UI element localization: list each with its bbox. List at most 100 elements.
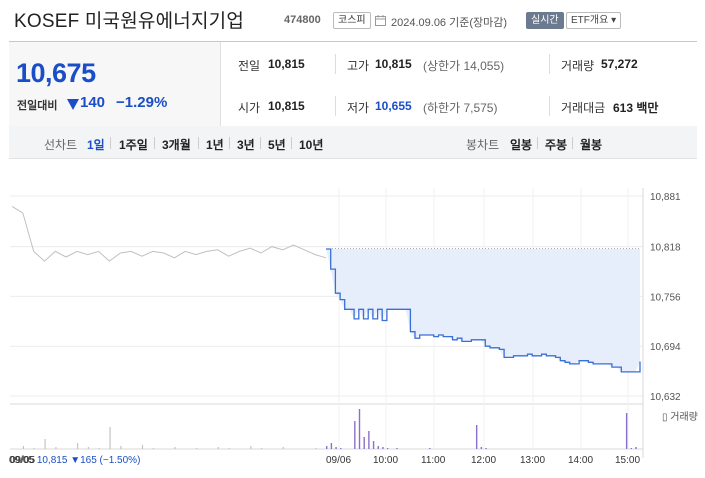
x-tick-label: 09/06 — [326, 455, 351, 466]
volume-bar — [377, 446, 379, 449]
tab-3year[interactable]: 3년 — [237, 138, 255, 152]
volume-bar — [382, 447, 384, 449]
header: KOSEF 미국원유에너지기업 474800 코스피 2024.09.06 기준… — [0, 0, 705, 36]
divider — [549, 96, 550, 116]
x-tick-label: 11:00 — [421, 455, 446, 466]
current-price-box: 10,675 전일대비 140 −1.29% — [9, 42, 221, 126]
y-tick-label: 10,881 — [650, 192, 681, 203]
prev-close-value: 10,815 — [268, 57, 305, 71]
divider — [572, 137, 573, 149]
volume-bar — [625, 413, 628, 449]
tab-5year[interactable]: 5년 — [268, 138, 286, 152]
tab-daily-candle[interactable]: 일봉 — [510, 138, 533, 152]
y-tick-label: 10,694 — [650, 342, 681, 353]
change-value: 140 — [80, 94, 106, 111]
volume-bar — [635, 447, 637, 449]
divider — [537, 137, 538, 149]
volume-bar — [315, 448, 317, 449]
price-summary: 10,675 전일대비 140 −1.29% 전일 10,815 고가 10,8… — [9, 41, 697, 127]
volume-bar — [33, 448, 35, 449]
etf-overview-dropdown[interactable]: ETF개요 ▾ — [566, 12, 622, 29]
x-tick-label: 12:00 — [471, 455, 496, 466]
line-chart-title: 선차트 — [44, 138, 78, 152]
prev-day-date: 09/05 — [9, 455, 35, 466]
volume-bar — [368, 431, 370, 449]
volume-bar — [22, 446, 25, 449]
prev-day-line — [11, 205, 327, 262]
intraday-chart[interactable]: 10,881 10,818 10,756 10,694 10,632 09/05 09/06… — [0, 170, 705, 478]
realtime-button[interactable]: 실시간 — [526, 12, 564, 29]
volume-bar — [372, 441, 375, 449]
divider — [198, 137, 199, 149]
low-value: 10,655 — [375, 99, 412, 113]
volume-bar — [196, 448, 198, 449]
volume-bar — [363, 437, 365, 449]
y-tick-label: 10,756 — [650, 292, 681, 303]
divider — [110, 137, 111, 149]
amount-label: 거래대금 — [561, 101, 606, 115]
volume-bar — [396, 448, 398, 449]
volume-bar — [429, 448, 431, 449]
page-title: KOSEF 미국원유에너지기업 — [14, 11, 245, 32]
volume-label: 거래량 — [561, 59, 595, 73]
volume-bar — [87, 447, 89, 449]
volume-bar — [335, 447, 337, 449]
volume-bar — [44, 439, 46, 449]
prev-day-change: ▼165 (−1.50%) — [70, 455, 141, 466]
volume-bar — [326, 446, 328, 449]
upper-limit: (상한가 14,055) — [423, 59, 505, 73]
tab-1year[interactable]: 1년 — [206, 138, 224, 152]
tab-weekly-candle[interactable]: 주봉 — [545, 138, 568, 152]
open-value: 10,815 — [268, 99, 305, 113]
today-area-fill — [326, 249, 640, 372]
divider — [335, 54, 336, 74]
volume-bar — [109, 427, 111, 449]
high-label: 고가 — [347, 59, 370, 73]
tab-1day[interactable]: 1일 — [87, 138, 105, 152]
x-tick-label: 10:00 — [373, 455, 398, 466]
tab-1week[interactable]: 1주일 — [119, 138, 148, 152]
volume-bar — [386, 448, 389, 449]
period-tabs: 선차트 1일 1주일 3개월 1년 3년 5년 10년 봉차트 일봉 주봉 월봉 — [9, 126, 697, 159]
x-tick-label: 15:00 — [615, 455, 640, 466]
change-label: 전일대비 — [17, 100, 58, 112]
volume-bar — [120, 446, 122, 449]
as-of-date: 2024.09.06 기준(장마감) — [391, 17, 508, 29]
divider — [154, 137, 155, 149]
tab-3month[interactable]: 3개월 — [162, 138, 191, 152]
divider — [229, 137, 230, 149]
x-tick-label: 14:00 — [568, 455, 593, 466]
y-tick-label: 10,818 — [650, 243, 681, 254]
prev-day-summary: 09/05 10,815 ▼165 (−1.50%) — [9, 455, 140, 466]
volume-bar — [261, 448, 263, 449]
change-percent: −1.29% — [116, 94, 168, 111]
prev-day-price: 10,815 — [36, 455, 68, 466]
down-arrow-icon — [67, 99, 79, 110]
x-tick-label: 09/05 — [10, 455, 35, 466]
calendar-icon — [375, 15, 386, 26]
divider — [291, 137, 292, 149]
candle-chart-title: 봉차트 — [466, 138, 500, 152]
volume-bar — [217, 447, 219, 449]
volume-bar — [98, 448, 100, 449]
volume-bar — [485, 448, 487, 449]
volume-bar — [55, 447, 57, 449]
high-value: 10,815 — [375, 57, 412, 71]
tab-10year[interactable]: 10년 — [299, 138, 324, 152]
volume-bar — [358, 409, 361, 449]
volume-bar — [282, 447, 284, 449]
current-price: 10,675 — [16, 58, 96, 88]
volume-bar — [250, 446, 252, 449]
divider — [549, 54, 550, 74]
volume-bar — [228, 448, 230, 449]
volume-bar — [174, 447, 176, 449]
tab-monthly-candle[interactable]: 월봉 — [580, 138, 603, 152]
volume-bar — [76, 443, 79, 449]
volume-bar — [340, 448, 342, 449]
volume-bar — [630, 448, 633, 449]
volume-bar — [480, 447, 483, 449]
today-line — [326, 248, 641, 373]
stock-code: 474800 — [284, 14, 321, 26]
lower-limit: (하한가 7,575) — [423, 101, 498, 115]
volume-bar — [354, 421, 356, 449]
